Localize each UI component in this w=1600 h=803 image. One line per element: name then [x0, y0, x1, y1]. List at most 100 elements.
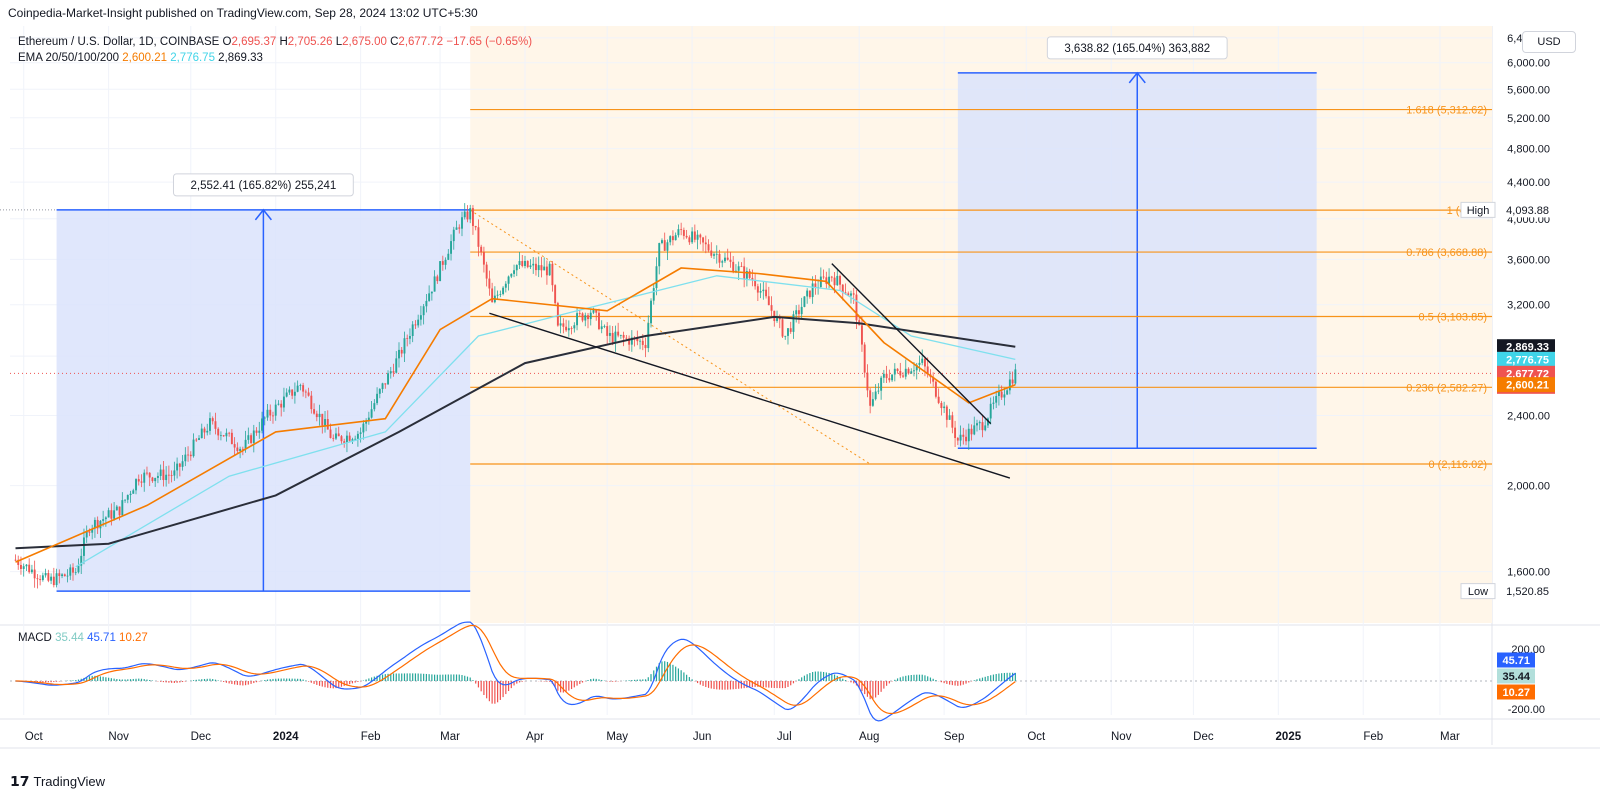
macd-bar [103, 677, 104, 681]
candle-body [31, 570, 33, 573]
y-tick-label: 3,200.00 [1507, 300, 1550, 312]
macd-label[interactable]: MACD [18, 632, 52, 644]
macd-bar [982, 678, 983, 681]
x-tick-label: Dec [191, 731, 212, 743]
candle-body [234, 444, 236, 447]
macd-bar [881, 681, 882, 692]
candle-body [442, 261, 444, 265]
candle-body [354, 439, 356, 440]
candle-body [609, 333, 611, 336]
candle-body [72, 567, 74, 572]
macd-bar [883, 681, 884, 689]
x-tick-label: May [606, 731, 628, 743]
price-tag-text: 2,776.75 [1506, 354, 1549, 366]
macd-bar [965, 681, 966, 684]
ema200-value: 2,869.33 [218, 52, 263, 64]
macd-bar [218, 680, 219, 681]
candle-body [371, 409, 373, 417]
candle-body [664, 240, 666, 251]
macd-bar [996, 674, 997, 681]
candle-body [332, 438, 334, 439]
macd-bar [845, 680, 846, 681]
macd-bar [508, 681, 509, 691]
macd-bar [516, 681, 517, 684]
ema-label[interactable]: EMA 20/50/100/200 [18, 52, 119, 64]
macd-bar [127, 679, 128, 681]
candle-body [121, 500, 123, 515]
macd-bar [894, 680, 895, 681]
candle-body [793, 314, 795, 332]
macd-bar [774, 681, 775, 688]
macd-bar [281, 679, 282, 681]
candle-body [801, 307, 803, 314]
candle-body [417, 320, 419, 326]
candle-body [450, 241, 452, 254]
x-tick-label: Mar [440, 731, 460, 743]
macd-bar [212, 679, 213, 681]
macd-bar [941, 681, 942, 682]
macd-bar [908, 675, 909, 681]
macd-bar [163, 681, 164, 682]
candle-body [488, 279, 490, 289]
macd-bar [804, 676, 805, 681]
macd-bar [979, 678, 980, 681]
candle-body [856, 295, 858, 321]
tradingview-logo[interactable]: 𝟭𝟳 TradingView [10, 773, 105, 790]
macd-bar [642, 679, 643, 681]
macd-bar [993, 675, 994, 681]
candle-body [412, 324, 414, 336]
candle-body [130, 494, 132, 495]
macd-bar [593, 679, 594, 681]
macd-bar [286, 679, 287, 681]
candle-body [666, 242, 668, 250]
y-tick-label: 3,600.00 [1507, 254, 1550, 266]
candle-body [979, 422, 981, 423]
candle-body [404, 338, 406, 353]
macd-bar [152, 680, 153, 681]
candle-body [866, 373, 868, 391]
candle-body [146, 473, 148, 474]
macd-bar [78, 680, 79, 681]
candle-body [562, 323, 564, 326]
candle-body [346, 436, 348, 443]
candle-body [721, 261, 723, 262]
candle-body [508, 277, 510, 284]
candle-body [899, 371, 901, 376]
candle-body [88, 532, 90, 533]
candle-body [28, 565, 30, 572]
candle-body [165, 475, 167, 480]
macd-bar [387, 674, 388, 681]
currency-button[interactable]: USD [1522, 31, 1576, 53]
candle-body [253, 431, 255, 443]
candle-body [960, 435, 962, 441]
candle-body [324, 419, 326, 425]
symbol-label[interactable]: Ethereum / U.S. Dollar, 1D, COINBASE [18, 36, 219, 48]
macd-bar [322, 681, 323, 687]
candle-body [445, 260, 447, 265]
macd-bar [998, 674, 999, 681]
candle-body [110, 510, 112, 518]
candle-body [971, 429, 973, 435]
candle-body [245, 440, 247, 449]
macd-bar [179, 681, 180, 682]
macd-bar [686, 675, 687, 681]
macd-bar [990, 675, 991, 681]
macd-bar [900, 677, 901, 681]
x-tick-label: Dec [1193, 731, 1214, 743]
candle-body [280, 404, 282, 408]
macd-bar [426, 674, 427, 681]
macd-bar [727, 681, 728, 690]
candle-body [530, 265, 532, 267]
macd-bar [875, 681, 876, 698]
x-tick-label: Jul [777, 731, 792, 743]
macd-bar [987, 676, 988, 681]
macd-bar [245, 681, 246, 685]
candle-body [702, 237, 704, 242]
macd-bar [445, 675, 446, 681]
candle-body [302, 385, 304, 391]
x-tick-label: Nov [1111, 731, 1132, 743]
macd-bar [429, 674, 430, 681]
macd-bar [787, 681, 788, 687]
